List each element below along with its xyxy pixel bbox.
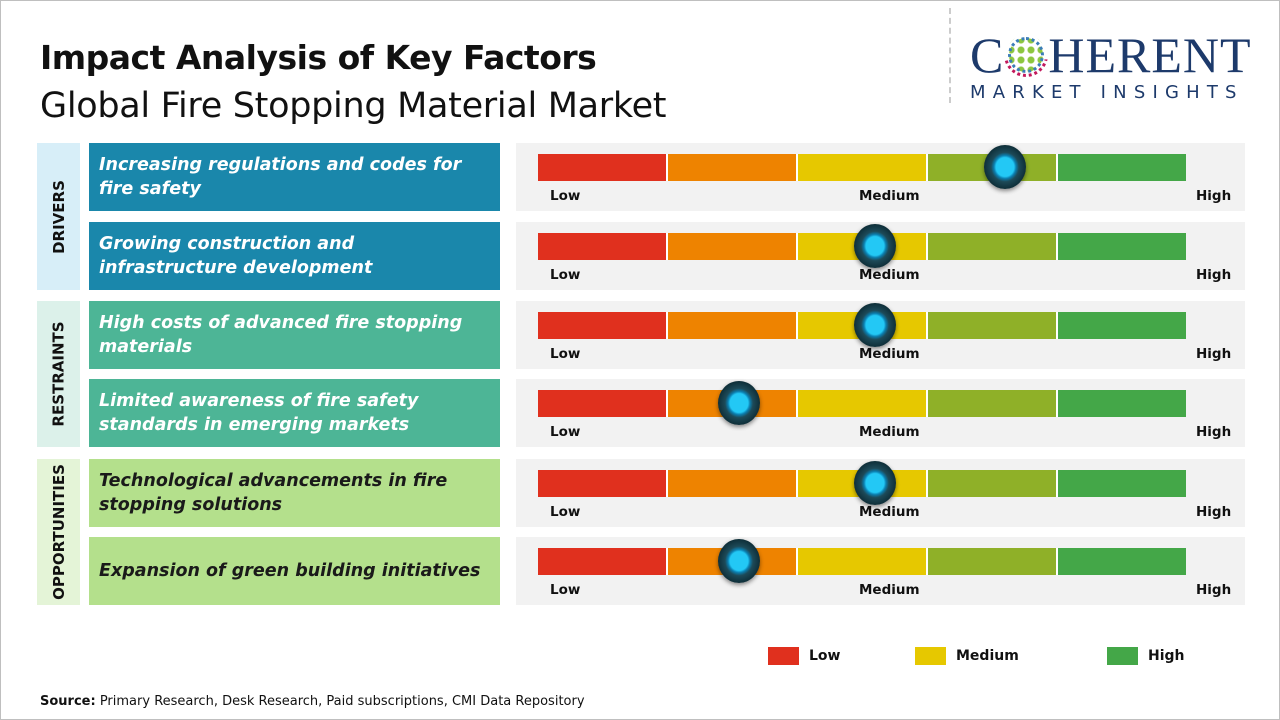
scale-segment-low-mid bbox=[668, 233, 798, 260]
scale-segment-low bbox=[538, 470, 668, 497]
legend-swatch-medium bbox=[915, 647, 946, 665]
source-label: Source: bbox=[40, 694, 96, 709]
scale-label-high: High bbox=[1196, 267, 1232, 283]
globe-icon bbox=[1006, 35, 1047, 75]
scale-label-medium: Medium bbox=[859, 582, 920, 598]
impact-gauge: Low Medium High bbox=[516, 459, 1245, 527]
scale-label-low: Low bbox=[550, 188, 581, 204]
source-note: Source: Primary Research, Desk Research,… bbox=[40, 694, 585, 709]
scale-label-medium: Medium bbox=[859, 504, 920, 520]
page-title: Impact Analysis of Key Factors bbox=[40, 38, 597, 77]
scale-segment-mid-high bbox=[928, 390, 1058, 417]
logo-text: HERENT bbox=[1048, 27, 1252, 83]
scale-segment-mid-high bbox=[928, 233, 1058, 260]
factor-label: Growing construction and infrastructure … bbox=[89, 222, 500, 290]
impact-scale-bar bbox=[538, 470, 1186, 497]
impact-scale-bar bbox=[538, 154, 1186, 181]
scale-segment-low bbox=[538, 312, 668, 339]
scale-label-high: High bbox=[1196, 424, 1232, 440]
scale-label-low: Low bbox=[550, 346, 581, 362]
scale-label-medium: Medium bbox=[859, 424, 920, 440]
factor-label: Expansion of green building initiatives bbox=[89, 537, 500, 605]
scale-label-low: Low bbox=[550, 504, 581, 520]
scale-segment-high bbox=[1058, 390, 1186, 417]
scale-segment-mid-high bbox=[928, 548, 1058, 575]
category-label: RESTRAINTS bbox=[49, 321, 68, 427]
impact-marker-knob bbox=[853, 303, 896, 347]
scale-segment-mid-high bbox=[928, 470, 1058, 497]
impact-gauge: Low Medium High bbox=[516, 143, 1245, 211]
category-label: DRIVERS bbox=[49, 179, 68, 254]
factor-label: High costs of advanced fire stopping mat… bbox=[89, 301, 500, 369]
category-label: OPPORTUNITIES bbox=[49, 464, 68, 600]
legend-swatch-low bbox=[768, 647, 799, 665]
legend-label: Low bbox=[809, 648, 841, 664]
divider bbox=[949, 8, 951, 103]
scale-segment-low bbox=[538, 233, 668, 260]
impact-marker-knob bbox=[983, 145, 1026, 189]
impact-marker-knob bbox=[717, 381, 760, 425]
scale-segment-low-mid bbox=[668, 470, 798, 497]
scale-segment-high bbox=[1058, 233, 1186, 260]
scale-segment-high bbox=[1058, 470, 1186, 497]
scale-segment-low-mid bbox=[668, 154, 798, 181]
impact-marker-knob bbox=[853, 224, 896, 268]
factor-label: Technological advancements in fire stopp… bbox=[89, 459, 500, 527]
legend-low: Low bbox=[768, 647, 840, 665]
scale-label-high: High bbox=[1196, 582, 1232, 598]
logo-letter: C bbox=[970, 27, 1005, 83]
scale-label-low: Low bbox=[550, 424, 581, 440]
category-drivers: DRIVERS bbox=[37, 143, 80, 290]
scale-label-low: Low bbox=[550, 267, 581, 283]
impact-gauge: Low Medium High bbox=[516, 301, 1245, 369]
scale-label-high: High bbox=[1196, 188, 1232, 204]
scale-label-medium: Medium bbox=[859, 346, 920, 362]
legend-medium: Medium bbox=[915, 647, 1019, 665]
scale-segment-mid-high bbox=[928, 312, 1058, 339]
scale-label-high: High bbox=[1196, 504, 1232, 520]
scale-segment-low bbox=[538, 154, 668, 181]
scale-segment-low bbox=[538, 390, 668, 417]
scale-segment-high bbox=[1058, 154, 1186, 181]
scale-label-low: Low bbox=[550, 582, 581, 598]
scale-label-medium: Medium bbox=[859, 188, 920, 204]
factor-label: Limited awareness of fire safety standar… bbox=[89, 379, 500, 447]
category-restraints: RESTRAINTS bbox=[37, 301, 80, 447]
scale-segment-high bbox=[1058, 548, 1186, 575]
factor-label: Increasing regulations and codes for fir… bbox=[89, 143, 500, 211]
impact-marker-knob bbox=[853, 461, 896, 505]
impact-gauge: Low Medium High bbox=[516, 537, 1245, 605]
impact-gauge: Low Medium High bbox=[516, 222, 1245, 290]
company-logo: C HERENT MARKET INSIGHTS bbox=[970, 30, 1260, 103]
scale-label-medium: Medium bbox=[859, 267, 920, 283]
impact-scale-bar bbox=[538, 548, 1186, 575]
scale-segment-high bbox=[1058, 312, 1186, 339]
impact-scale-bar bbox=[538, 390, 1186, 417]
scale-segment-medium bbox=[798, 548, 928, 575]
impact-gauge: Low Medium High bbox=[516, 379, 1245, 447]
scale-label-high: High bbox=[1196, 346, 1232, 362]
logo-subtext: MARKET INSIGHTS bbox=[970, 82, 1244, 103]
legend-swatch-high bbox=[1107, 647, 1138, 665]
scale-segment-medium bbox=[798, 390, 928, 417]
source-text: Primary Research, Desk Research, Paid su… bbox=[95, 694, 585, 709]
legend-high: High bbox=[1107, 647, 1185, 665]
scale-segment-low bbox=[538, 548, 668, 575]
page-subtitle: Global Fire Stopping Material Market bbox=[40, 86, 667, 126]
scale-segment-medium bbox=[798, 154, 928, 181]
category-opportunities: OPPORTUNITIES bbox=[37, 459, 80, 605]
legend-label: Medium bbox=[956, 648, 1019, 664]
legend-label: High bbox=[1148, 648, 1185, 664]
impact-marker-knob bbox=[717, 539, 760, 583]
scale-segment-low-mid bbox=[668, 312, 798, 339]
